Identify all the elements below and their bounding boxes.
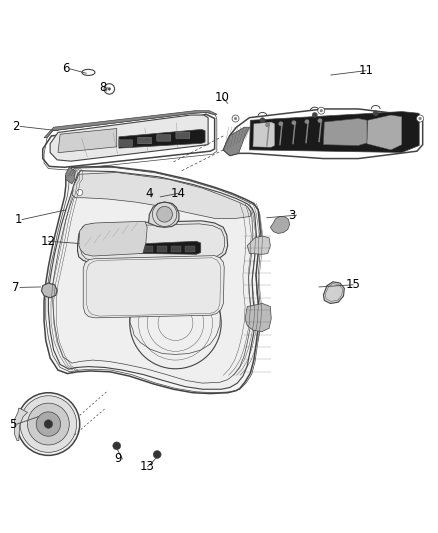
Polygon shape [72, 173, 251, 219]
Text: 4: 4 [145, 187, 152, 200]
Circle shape [419, 117, 421, 120]
Polygon shape [247, 236, 270, 254]
Text: 10: 10 [215, 91, 230, 104]
Polygon shape [58, 128, 117, 152]
Circle shape [292, 120, 296, 125]
Polygon shape [367, 115, 402, 150]
FancyBboxPatch shape [157, 135, 171, 141]
Circle shape [20, 396, 77, 453]
FancyBboxPatch shape [138, 137, 152, 144]
Text: 12: 12 [41, 235, 56, 248]
Polygon shape [48, 171, 256, 389]
Circle shape [44, 419, 53, 429]
Text: 13: 13 [140, 460, 155, 473]
Polygon shape [270, 216, 290, 233]
Bar [171, 246, 181, 252]
Circle shape [234, 117, 237, 120]
Polygon shape [245, 303, 271, 332]
Polygon shape [14, 408, 28, 441]
Polygon shape [250, 111, 419, 152]
Polygon shape [79, 221, 147, 256]
Circle shape [232, 115, 239, 122]
FancyBboxPatch shape [176, 132, 190, 139]
Bar [157, 246, 167, 252]
Circle shape [312, 112, 318, 118]
Polygon shape [78, 221, 228, 262]
Bar [185, 246, 194, 252]
Circle shape [28, 403, 69, 445]
Circle shape [153, 450, 161, 458]
Text: 11: 11 [358, 64, 373, 77]
Circle shape [373, 111, 378, 116]
Polygon shape [138, 241, 201, 254]
Circle shape [279, 122, 283, 126]
Circle shape [318, 107, 325, 114]
Circle shape [77, 189, 83, 196]
Text: 8: 8 [99, 80, 107, 94]
Circle shape [17, 393, 80, 455]
Circle shape [320, 109, 322, 112]
Polygon shape [66, 167, 75, 184]
Text: 15: 15 [345, 278, 360, 291]
Polygon shape [223, 127, 250, 156]
Circle shape [417, 115, 424, 122]
FancyBboxPatch shape [118, 140, 132, 147]
Polygon shape [44, 166, 260, 393]
Text: 14: 14 [170, 187, 185, 200]
Circle shape [157, 206, 173, 222]
Polygon shape [42, 283, 57, 298]
Circle shape [113, 442, 120, 450]
Circle shape [108, 87, 111, 90]
Circle shape [265, 123, 270, 127]
Polygon shape [253, 122, 275, 147]
Circle shape [104, 84, 115, 94]
Text: 2: 2 [12, 120, 20, 133]
Text: 1: 1 [14, 213, 22, 226]
Text: 5: 5 [9, 417, 17, 431]
Circle shape [305, 119, 309, 124]
Polygon shape [83, 256, 224, 318]
Text: 3: 3 [289, 208, 296, 222]
Circle shape [260, 118, 265, 123]
Polygon shape [323, 282, 344, 303]
Polygon shape [119, 130, 205, 148]
Polygon shape [323, 118, 367, 146]
Polygon shape [50, 115, 208, 161]
Text: 7: 7 [12, 281, 20, 294]
Circle shape [318, 118, 322, 123]
Text: 9: 9 [115, 453, 122, 465]
Polygon shape [148, 202, 179, 228]
Polygon shape [44, 111, 217, 138]
Bar [143, 246, 153, 252]
Circle shape [36, 412, 60, 436]
Text: 6: 6 [62, 62, 70, 75]
